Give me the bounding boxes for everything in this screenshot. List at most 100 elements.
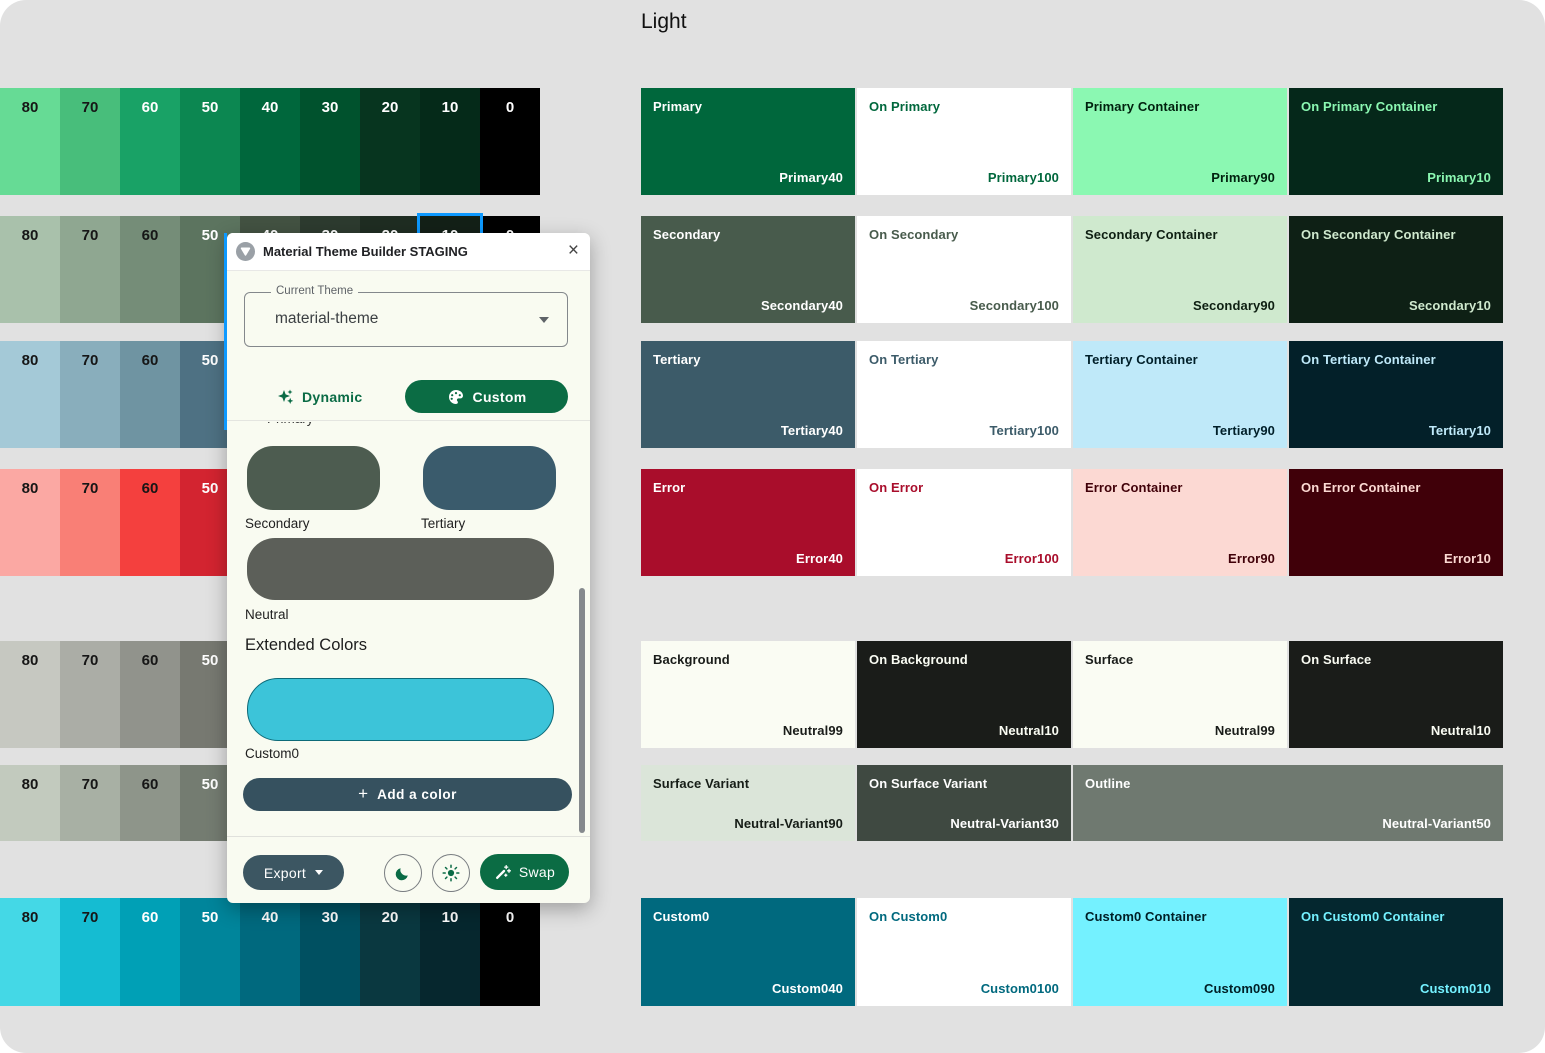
scheme-cell-on-tertiary-container[interactable]: On Tertiary Container Tertiary10 — [1289, 341, 1503, 448]
custom0-tone-50[interactable]: 50 — [180, 898, 240, 1006]
light-mode-button[interactable] — [432, 854, 470, 892]
current-theme-label: Current Theme — [271, 285, 359, 297]
scheme-cell-on-primary-container[interactable]: On Primary Container Primary10 — [1289, 88, 1503, 195]
scheme-cell-on-tertiary[interactable]: On Tertiary Tertiary100 — [857, 341, 1071, 448]
scheme-cell-on-error-container[interactable]: On Error Container Error10 — [1289, 469, 1503, 576]
custom0-tone-20[interactable]: 20 — [360, 898, 420, 1006]
scheme-cell-custom0[interactable]: Custom0 Custom040 — [641, 898, 855, 1006]
scheme-cell-on-custom0-container[interactable]: On Custom0 Container Custom010 — [1289, 898, 1503, 1006]
cell-role-label: Tertiary Container — [1085, 352, 1198, 367]
cell-tone-label: Neutral-Variant90 — [734, 816, 843, 831]
neutral-tone-60[interactable]: 60 — [120, 641, 180, 748]
tone-label: 60 — [141, 909, 159, 926]
tertiary-tone-70[interactable]: 70 — [60, 341, 120, 448]
tab-dynamic[interactable]: Dynamic — [277, 383, 362, 411]
scheme-cell-on-surface-variant[interactable]: On Surface Variant Neutral-Variant30 — [857, 765, 1071, 841]
scheme-cell-outline[interactable]: Outline Neutral-Variant50 — [1073, 765, 1503, 841]
tertiary-tone-60[interactable]: 60 — [120, 341, 180, 448]
neutral-tone-80[interactable]: 80 — [0, 641, 60, 748]
primary-tone-80[interactable]: 80 — [0, 88, 60, 195]
custom0-color-swatch[interactable] — [247, 678, 554, 741]
scheme-cell-background[interactable]: Background Neutral99 — [641, 641, 855, 748]
scheme-cell-custom0-container[interactable]: Custom0 Container Custom090 — [1073, 898, 1287, 1006]
scheme-cell-surface-variant[interactable]: Surface Variant Neutral-Variant90 — [641, 765, 855, 841]
primary-tone-0[interactable]: 0 — [480, 88, 540, 195]
tone-label: 10 — [441, 909, 459, 926]
scheme-cell-surface[interactable]: Surface Neutral99 — [1073, 641, 1287, 748]
primary-tone-30[interactable]: 30 — [300, 88, 360, 195]
error-tone-60[interactable]: 60 — [120, 469, 180, 576]
magic-wand-icon — [495, 864, 511, 879]
tertiary-tone-80[interactable]: 80 — [0, 341, 60, 448]
error-tone-80[interactable]: 80 — [0, 469, 60, 576]
secondary-tone-60[interactable]: 60 — [120, 216, 180, 323]
cell-role-label: On Secondary Container — [1301, 227, 1456, 242]
secondary-swatch-label: Secondary — [245, 516, 310, 531]
primary-tone-70[interactable]: 70 — [60, 88, 120, 195]
cell-role-label: On Tertiary Container — [1301, 352, 1436, 367]
primary-tone-40[interactable]: 40 — [240, 88, 300, 195]
secondary-tone-80[interactable]: 80 — [0, 216, 60, 323]
custom0-tone-70[interactable]: 70 — [60, 898, 120, 1006]
add-a-color-button[interactable]: + Add a color — [243, 778, 572, 811]
custom0-tone-60[interactable]: 60 — [120, 898, 180, 1006]
tone-label: 80 — [21, 227, 39, 244]
scrollbar-thumb[interactable] — [579, 588, 585, 833]
custom0-tone-40[interactable]: 40 — [240, 898, 300, 1006]
scheme-cell-tertiary-container[interactable]: Tertiary Container Tertiary90 — [1073, 341, 1287, 448]
export-button[interactable]: Export — [243, 855, 344, 890]
scheme-cell-tertiary[interactable]: Tertiary Tertiary40 — [641, 341, 855, 448]
error-tone-70[interactable]: 70 — [60, 469, 120, 576]
secondary-color-swatch[interactable] — [247, 446, 380, 510]
neutral-variant-tone-80[interactable]: 80 — [0, 765, 60, 841]
tone-label: 0 — [505, 909, 515, 926]
dark-mode-button[interactable] — [384, 854, 422, 892]
cell-role-label: Custom0 — [653, 909, 710, 924]
primary-tone-50[interactable]: 50 — [180, 88, 240, 195]
scheme-cell-on-primary[interactable]: On Primary Primary100 — [857, 88, 1071, 195]
cell-role-label: Background — [653, 652, 730, 667]
tertiary-swatch-label: Tertiary — [421, 516, 466, 531]
scheme-cell-on-secondary[interactable]: On Secondary Secondary100 — [857, 216, 1071, 323]
swap-button[interactable]: Swap — [480, 854, 569, 890]
cell-tone-label: Neutral-Variant50 — [1382, 816, 1491, 831]
cell-tone-label: Custom0100 — [980, 981, 1059, 996]
scheme-cell-primary[interactable]: Primary Primary40 — [641, 88, 855, 195]
material-theme-builder-dialog: Material Theme Builder STAGING × Current… — [224, 233, 590, 903]
cell-tone-label: Custom090 — [1204, 981, 1275, 996]
scheme-cell-on-secondary-container[interactable]: On Secondary Container Secondary10 — [1289, 216, 1503, 323]
custom0-tone-0[interactable]: 0 — [480, 898, 540, 1006]
scheme-cell-on-background[interactable]: On Background Neutral10 — [857, 641, 1071, 748]
tone-label: 70 — [81, 352, 99, 369]
primary-tone-10[interactable]: 10 — [420, 88, 480, 195]
tone-label: 40 — [261, 909, 279, 926]
scheme-title: Light — [641, 10, 687, 33]
cell-tone-label: Primary90 — [1211, 170, 1275, 185]
neutral-tone-70[interactable]: 70 — [60, 641, 120, 748]
scheme-cell-secondary[interactable]: Secondary Secondary40 — [641, 216, 855, 323]
scheme-cell-error[interactable]: Error Error40 — [641, 469, 855, 576]
close-icon[interactable]: × — [567, 240, 579, 261]
neutral-color-swatch[interactable] — [247, 538, 554, 600]
custom0-tone-30[interactable]: 30 — [300, 898, 360, 1006]
scheme-cell-secondary-container[interactable]: Secondary Container Secondary90 — [1073, 216, 1287, 323]
scheme-cell-on-surface[interactable]: On Surface Neutral10 — [1289, 641, 1503, 748]
tab-custom[interactable]: Custom — [405, 380, 568, 413]
neutral-variant-tone-70[interactable]: 70 — [60, 765, 120, 841]
scheme-cell-on-error[interactable]: On Error Error100 — [857, 469, 1071, 576]
cell-tone-label: Error40 — [796, 551, 843, 566]
primary-tone-60[interactable]: 60 — [120, 88, 180, 195]
tone-label: 80 — [21, 352, 39, 369]
scheme-cell-error-container[interactable]: Error Container Error90 — [1073, 469, 1287, 576]
primary-tone-20[interactable]: 20 — [360, 88, 420, 195]
chevron-down-icon — [539, 317, 549, 323]
scheme-cell-primary-container[interactable]: Primary Container Primary90 — [1073, 88, 1287, 195]
custom0-tone-10[interactable]: 10 — [420, 898, 480, 1006]
current-theme-select[interactable]: Current Theme material-theme — [244, 285, 568, 347]
secondary-tone-70[interactable]: 70 — [60, 216, 120, 323]
tertiary-color-swatch[interactable] — [423, 446, 556, 510]
custom0-tone-80[interactable]: 80 — [0, 898, 60, 1006]
scheme-cell-on-custom0[interactable]: On Custom0 Custom0100 — [857, 898, 1071, 1006]
neutral-variant-tone-60[interactable]: 60 — [120, 765, 180, 841]
